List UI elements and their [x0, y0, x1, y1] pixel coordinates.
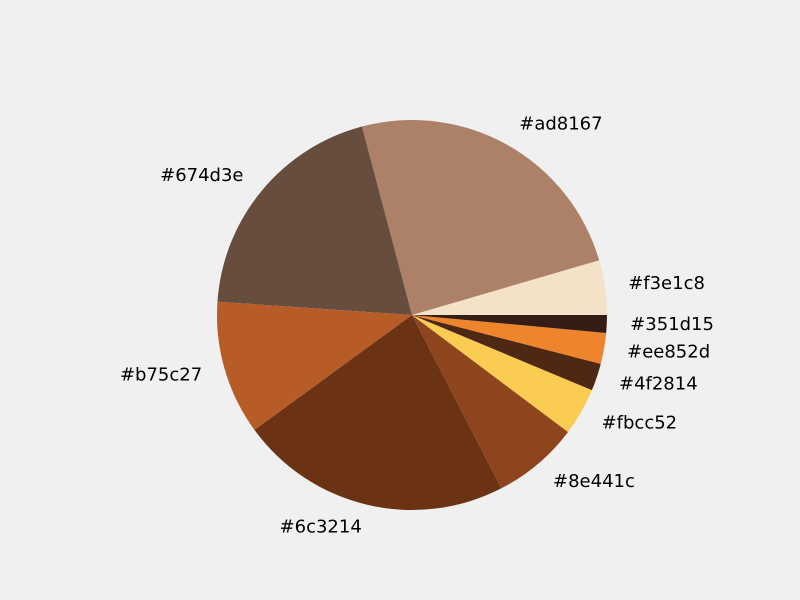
- pie-slice-6: [412, 315, 592, 432]
- pie-label-9: #351d15: [630, 314, 714, 335]
- pie-label-1: #ad8167: [519, 114, 602, 135]
- pie-labels: #f3e1c8 #ad8167 #674d3e #b75c27 #6c3214 #8e44…: [120, 114, 714, 538]
- pie-slice-9: [412, 315, 607, 334]
- pie-slice-3: [216, 301, 412, 431]
- pie-slice-1: [361, 120, 600, 315]
- pie-label-6: #fbcc52: [602, 412, 678, 433]
- pie-label-5: #8e441c: [553, 471, 635, 492]
- pie-label-0: #f3e1c8: [628, 273, 705, 294]
- pie-label-2: #674d3e: [160, 165, 243, 186]
- pie-slices: [216, 120, 607, 511]
- pie-label-8: #ee852d: [627, 342, 710, 363]
- pie-label-4: #6c3214: [280, 517, 362, 538]
- pie-label-7: #4f2814: [619, 374, 698, 395]
- pie-slice-4: [254, 315, 502, 511]
- pie-slice-5: [412, 315, 569, 489]
- pie-slice-0: [412, 260, 607, 315]
- pie-label-3: #b75c27: [120, 365, 202, 386]
- pie-slice-8: [412, 315, 607, 364]
- pie-slice-7: [412, 315, 601, 391]
- pie-slice-2: [217, 126, 412, 315]
